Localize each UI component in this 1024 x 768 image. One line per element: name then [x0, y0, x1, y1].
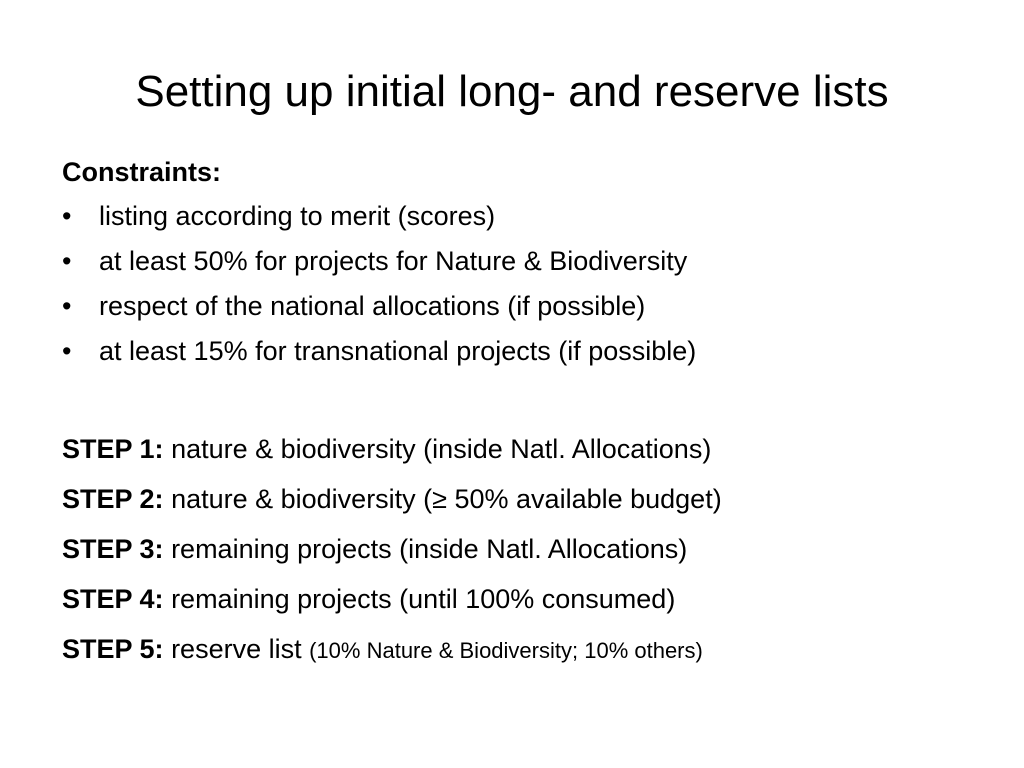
step-text: remaining projects (until 100% consumed) — [171, 584, 676, 614]
constraint-item: • listing according to merit (scores) — [62, 194, 1002, 239]
step-row: STEP 1: nature & biodiversity (inside Na… — [62, 424, 1002, 474]
step-label: STEP 5: — [62, 634, 164, 664]
step-row: STEP 3: remaining projects (inside Natl.… — [62, 524, 1002, 574]
step-row: STEP 5: reserve list (10% Nature & Biodi… — [62, 624, 1002, 674]
slide-title: Setting up initial long- and reserve lis… — [135, 67, 889, 116]
bullet-icon: • — [62, 201, 72, 231]
constraint-text: listing according to merit (scores) — [99, 201, 496, 231]
slide-content: Constraints: • listing according to meri… — [62, 150, 1002, 674]
bullet-icon: • — [62, 291, 72, 321]
constraint-item: • respect of the national allocations (i… — [62, 284, 1002, 329]
constraint-item: • at least 50% for projects for Nature &… — [62, 239, 1002, 284]
step-label: STEP 2: — [62, 484, 164, 514]
bullet-icon: • — [62, 336, 72, 366]
constraint-text: at least 50% for projects for Nature & B… — [99, 246, 688, 276]
step-text: nature & biodiversity (inside Natl. Allo… — [171, 434, 712, 464]
step-text: reserve list — [171, 634, 302, 664]
constraints-heading: Constraints: — [62, 157, 222, 187]
constraint-text: at least 15% for transnational projects … — [99, 336, 697, 366]
constraint-text: respect of the national allocations (if … — [99, 291, 646, 321]
step-row: STEP 4: remaining projects (until 100% c… — [62, 574, 1002, 624]
constraint-item: • at least 15% for transnational project… — [62, 329, 1002, 374]
step-text: nature & biodiversity (≥ 50% available b… — [171, 484, 722, 514]
step-label: STEP 4: — [62, 584, 164, 614]
bullet-icon: • — [62, 246, 72, 276]
step-text: remaining projects (inside Natl. Allocat… — [171, 534, 688, 564]
constraints-list: • listing according to merit (scores) • … — [62, 194, 1002, 374]
step-row: STEP 2: nature & biodiversity (≥ 50% ava… — [62, 474, 1002, 524]
steps-list: STEP 1: nature & biodiversity (inside Na… — [62, 424, 1002, 674]
step-label: STEP 3: — [62, 534, 164, 564]
step-note: (10% Nature & Biodiversity; 10% others) — [309, 638, 703, 663]
step-label: STEP 1: — [62, 434, 164, 464]
